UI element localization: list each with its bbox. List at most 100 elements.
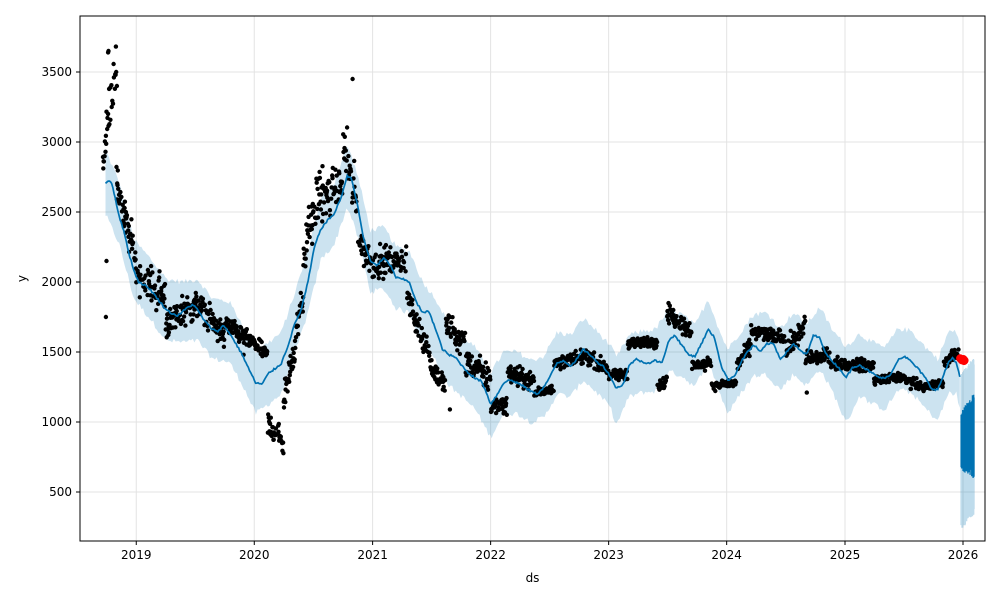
data-point — [293, 345, 298, 351]
data-point — [265, 349, 270, 354]
data-point — [462, 338, 467, 344]
data-point — [952, 347, 957, 353]
data-point — [503, 401, 509, 406]
data-point — [674, 314, 679, 319]
data-point — [417, 316, 422, 322]
data-point — [350, 200, 355, 205]
data-point — [174, 308, 179, 314]
data-point — [185, 295, 190, 300]
data-point — [441, 384, 446, 389]
data-point — [133, 257, 138, 262]
data-point — [481, 364, 486, 370]
data-point — [281, 451, 286, 456]
data-point — [107, 122, 112, 127]
x-tick-label: 2026 — [948, 548, 979, 562]
data-point — [296, 332, 301, 337]
data-point — [439, 370, 444, 375]
data-point — [304, 248, 309, 253]
data-point — [601, 359, 606, 364]
data-point — [196, 298, 201, 303]
data-point — [193, 290, 198, 296]
plot-frame — [79, 15, 986, 542]
data-point — [244, 327, 249, 332]
x-tick-label: 2023 — [593, 548, 624, 562]
data-point — [122, 199, 128, 204]
data-point — [748, 342, 753, 347]
data-point — [940, 384, 945, 390]
data-point — [515, 383, 520, 389]
data-point — [918, 380, 923, 385]
data-point — [137, 295, 142, 300]
data-point — [147, 281, 152, 287]
data-point — [455, 348, 460, 353]
data-point — [401, 260, 407, 265]
data-point — [331, 191, 337, 196]
data-point — [399, 254, 405, 259]
data-point-outlier — [350, 76, 355, 82]
data-point — [133, 250, 138, 255]
data-point — [531, 375, 536, 380]
data-point — [126, 223, 131, 229]
data-point — [381, 276, 386, 282]
data-point — [687, 321, 692, 326]
data-point — [447, 325, 452, 331]
data-point — [318, 199, 323, 204]
forecast-line — [104, 173, 961, 405]
data-point — [457, 351, 463, 357]
x-tick-label: 2022 — [475, 548, 506, 562]
data-point — [702, 368, 708, 373]
data-point — [167, 322, 172, 328]
data-point — [124, 213, 130, 218]
data-point — [520, 366, 525, 372]
grid-layer — [80, 16, 985, 541]
data-point — [115, 168, 121, 173]
data-point — [591, 350, 597, 355]
data-point — [427, 350, 432, 355]
data-point — [103, 133, 109, 138]
data-point — [238, 325, 244, 330]
data-point — [129, 246, 135, 251]
data-point — [314, 180, 319, 185]
data-point — [782, 334, 787, 339]
data-point — [681, 316, 687, 321]
data-point — [835, 354, 840, 359]
data-point — [403, 251, 409, 257]
data-point — [285, 389, 290, 394]
data-point — [654, 339, 660, 345]
data-point — [281, 405, 287, 410]
data-point — [747, 337, 752, 342]
data-point — [749, 323, 754, 328]
data-point — [330, 176, 335, 181]
data-point — [403, 269, 408, 274]
data-point — [108, 117, 113, 123]
data-point — [800, 325, 806, 331]
data-point — [625, 376, 630, 382]
data-point — [654, 343, 659, 348]
data-point — [290, 364, 296, 370]
data-point — [271, 437, 276, 442]
data-point — [122, 205, 127, 211]
data-point — [143, 288, 148, 293]
data-point — [466, 351, 472, 357]
data-point — [481, 374, 486, 379]
data-point — [803, 318, 808, 324]
data-point — [405, 296, 410, 301]
data-point — [664, 375, 669, 380]
data-point — [671, 307, 676, 313]
data-point — [436, 370, 441, 375]
data-point — [788, 328, 793, 333]
data-point — [508, 364, 513, 369]
data-point — [406, 292, 412, 297]
data-point — [287, 379, 292, 384]
data-point — [339, 179, 345, 184]
data-point — [148, 263, 154, 269]
data-point — [283, 399, 288, 405]
data-point — [483, 360, 488, 365]
data-point — [111, 61, 116, 67]
data-point — [157, 269, 162, 274]
data-point — [777, 328, 783, 333]
data-point — [190, 318, 195, 323]
data-point — [588, 362, 593, 368]
data-point — [266, 412, 271, 417]
x-tick-label: 2020 — [239, 548, 270, 562]
